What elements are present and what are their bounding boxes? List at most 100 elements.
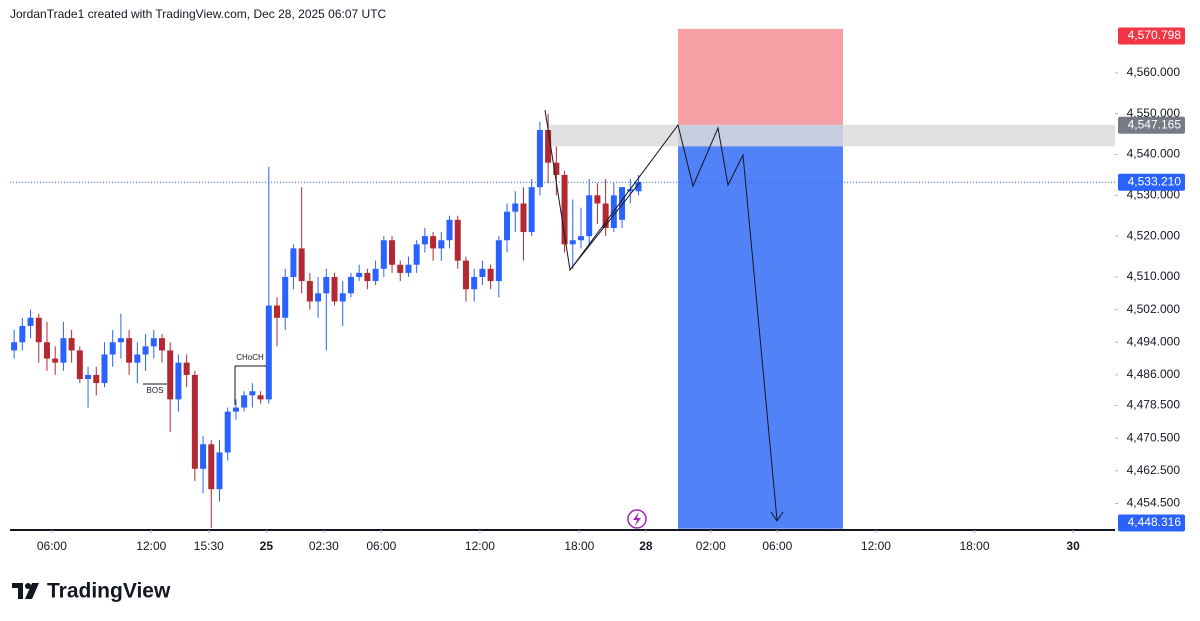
candle-body — [462, 260, 469, 290]
trend-line — [569, 181, 641, 271]
y-tick-label: 4,494.000 — [1127, 334, 1181, 348]
y-tick-label: 4,470.500 — [1127, 430, 1181, 444]
candle-body — [553, 162, 560, 175]
zones — [548, 28, 1115, 529]
candles — [11, 113, 642, 528]
x-tick-label: 25 — [260, 539, 274, 553]
candle-body — [117, 338, 124, 343]
candle-body — [487, 268, 494, 282]
candle-body — [594, 195, 601, 204]
y-tick-label: 4,530.000 — [1127, 188, 1181, 202]
logo-mark — [25, 583, 31, 589]
header: JordanTrade1 created with TradingView.co… — [10, 7, 387, 21]
price-label: 4,570.798 — [1128, 28, 1182, 42]
candle-body — [430, 236, 437, 249]
candle-body — [167, 350, 174, 400]
candle-body — [619, 187, 626, 220]
candle-body — [76, 350, 83, 379]
x-tick-label: 12:00 — [465, 539, 495, 553]
candle-body — [150, 338, 157, 347]
candle-body — [495, 240, 502, 282]
candle-body — [142, 346, 149, 355]
candle-body — [315, 293, 322, 302]
x-axis: 06:00 12:00 15:30 25 02:30 06:00 12:00 18:00 28 0… — [37, 530, 1080, 553]
candle-body — [421, 236, 428, 245]
y-tick-label: 4,502.000 — [1127, 302, 1181, 316]
logo-mark — [25, 583, 39, 599]
candle-body — [93, 374, 100, 384]
candle-body — [372, 268, 379, 282]
candle-body — [389, 240, 396, 265]
price-label-bg — [1118, 514, 1185, 532]
candle-body — [323, 276, 330, 294]
candle-body — [528, 187, 535, 233]
candle-body — [85, 374, 92, 379]
x-tick-label: 06:00 — [366, 539, 396, 553]
candle-body — [183, 362, 190, 375]
y-tick-label: 4,486.000 — [1127, 367, 1181, 381]
price-label: 4,448.316 — [1128, 515, 1182, 529]
target-zone — [678, 125, 843, 529]
candle-body — [101, 354, 108, 384]
x-tick-label: 28 — [639, 539, 653, 553]
supply-zone — [548, 124, 1115, 147]
candle-body — [68, 338, 75, 351]
y-tick-label: 4,560.000 — [1127, 65, 1181, 79]
candle-body — [191, 374, 198, 469]
candle-body — [413, 244, 420, 265]
candle-body — [241, 395, 248, 408]
candle-body — [545, 130, 552, 163]
candle-body — [232, 407, 239, 412]
candle-body — [479, 268, 486, 277]
candle-body — [586, 195, 593, 237]
x-tick-label: 02:30 — [309, 539, 339, 553]
candle-body — [635, 182, 642, 192]
candle-body — [265, 305, 272, 400]
candle-body — [454, 219, 461, 261]
y-tick-label: 4,454.500 — [1127, 496, 1181, 510]
annotation: BOS — [147, 386, 164, 395]
candle-body — [175, 362, 182, 400]
candle-body — [208, 444, 215, 490]
candle-body — [290, 248, 297, 277]
candle-body — [249, 391, 256, 396]
candle-body — [504, 211, 511, 241]
candle-body — [19, 325, 26, 343]
candle-body — [512, 203, 519, 212]
drawings: BOS CHoCH — [143, 109, 784, 529]
candle-body — [158, 338, 165, 351]
x-tick-label: 30 — [1066, 539, 1080, 553]
candle-body — [405, 264, 412, 273]
price-label-bg — [1118, 173, 1185, 191]
y-tick-label: 4,520.000 — [1127, 228, 1181, 242]
candle-body — [380, 240, 387, 269]
path-drawing — [544, 109, 778, 521]
candle-body — [331, 276, 338, 302]
y-tick-label: 4,540.000 — [1127, 147, 1181, 161]
candle-body — [569, 240, 576, 245]
candle-body — [520, 203, 527, 233]
candle-body — [397, 264, 404, 273]
candle-body — [446, 219, 453, 241]
candle-body — [134, 354, 141, 363]
price-label: 4,547.165 — [1128, 117, 1182, 131]
candle-body — [627, 189, 634, 192]
x-tick-label: 18:00 — [959, 539, 989, 553]
x-tick-label: 12:00 — [136, 539, 166, 553]
stop-zone — [678, 28, 843, 126]
candle-body — [216, 452, 223, 490]
x-tick-label: 06:00 — [762, 539, 792, 553]
candle-body — [27, 317, 34, 326]
candle-body — [602, 203, 609, 228]
candle-body — [356, 272, 363, 277]
brand-logo: TradingView — [12, 580, 171, 603]
candle-body — [11, 342, 18, 351]
candle-body — [561, 174, 568, 245]
candle-body — [126, 338, 133, 363]
event-icon-bolt — [633, 512, 641, 526]
y-tick-label: 4,462.500 — [1127, 463, 1181, 477]
price-label: 4,533.210 — [1128, 174, 1182, 188]
candle-body — [577, 236, 584, 241]
y-tick-label: 4,510.000 — [1127, 269, 1181, 283]
